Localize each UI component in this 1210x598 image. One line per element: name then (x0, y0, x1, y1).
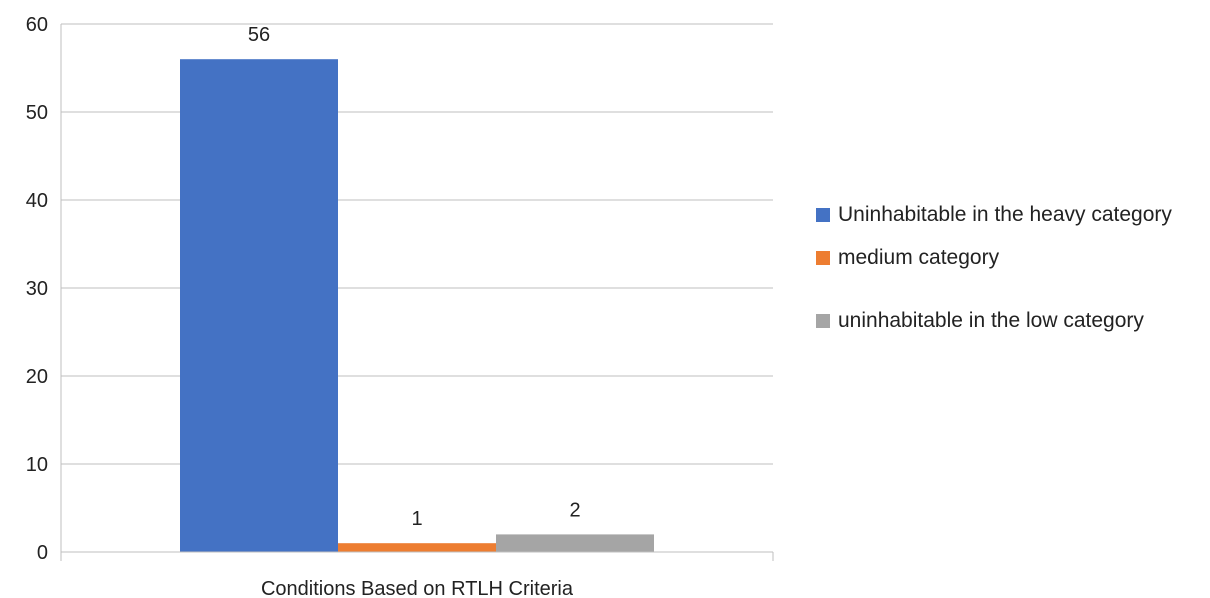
legend-swatch-medium (816, 251, 830, 265)
y-tick-label-30: 30 (26, 278, 48, 300)
data-label-series-0: 56 (248, 24, 270, 46)
legend-item-low: uninhabitable in the low category (816, 304, 1206, 337)
x-category-label: Conditions Based on RTLH Criteria (261, 578, 574, 598)
legend-label-low: uninhabitable in the low category (838, 309, 1144, 332)
data-label-series-2: 2 (569, 499, 580, 521)
y-tick-label-40: 40 (26, 190, 48, 212)
legend-swatch-heavy (816, 208, 830, 222)
y-axis-tick-labels: 0 10 20 30 40 50 60 (26, 14, 48, 564)
data-labels: 56 1 2 (248, 24, 581, 530)
data-label-series-1: 1 (411, 508, 422, 530)
y-tick-label-50: 50 (26, 102, 48, 124)
x-axis-category-labels: Conditions Based on RTLH Criteria (261, 578, 574, 598)
axes (60, 24, 774, 561)
legend: Uninhabitable in the heavy category medi… (816, 198, 1206, 347)
legend-item-heavy: Uninhabitable in the heavy category (816, 198, 1206, 231)
y-tick-label-0: 0 (37, 542, 48, 564)
bar-series-0 (180, 59, 338, 552)
legend-item-medium: medium category (816, 241, 1206, 274)
gridlines (61, 23, 773, 465)
y-tick-label-20: 20 (26, 366, 48, 388)
bar-series-2 (496, 534, 654, 552)
y-tick-label-10: 10 (26, 454, 48, 476)
y-tick-label-60: 60 (26, 14, 48, 36)
bars (180, 59, 654, 552)
legend-swatch-low (816, 314, 830, 328)
legend-label-heavy: Uninhabitable in the heavy category (838, 203, 1172, 226)
bar-series-1 (338, 543, 496, 552)
legend-label-medium: medium category (838, 246, 1000, 269)
